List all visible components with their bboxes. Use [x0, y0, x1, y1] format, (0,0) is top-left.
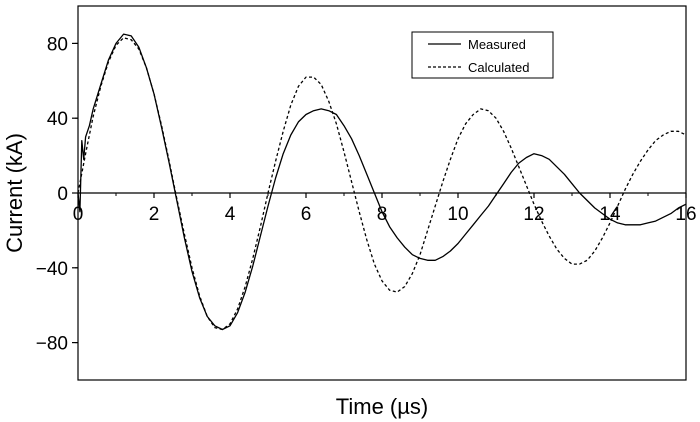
x-tick-label: 16 [675, 204, 696, 225]
legend-label-calculated: Calculated [468, 60, 529, 75]
y-tick-label: 40 [47, 109, 68, 130]
legend-box [411, 31, 554, 79]
x-tick-label: 6 [301, 204, 312, 225]
series-line-calculated [77, 37, 687, 331]
x-tick-label: 10 [447, 204, 468, 225]
x-axis-ticks: 0 2 4 6 8 10 12 14 16 [73, 193, 697, 225]
series-line-measured [77, 33, 687, 331]
legend: Measured Calculated [411, 31, 554, 79]
series-layer [77, 33, 687, 331]
y-tick-label: −80 [36, 334, 68, 355]
x-tick-label: 12 [523, 204, 544, 225]
legend-label-measured: Measured [468, 37, 526, 52]
x-axis-title: Time (µs) [336, 394, 429, 419]
y-tick-label: 0 [57, 184, 68, 205]
x-tick-label: 4 [225, 204, 236, 225]
x-tick-label: 0 [73, 204, 84, 225]
y-tick-label: 80 [47, 34, 68, 55]
y-axis-title: Current (kA) [2, 133, 27, 253]
y-axis-ticks: 80 40 0 −40 −80 [36, 34, 78, 355]
x-tick-label: 2 [149, 204, 160, 225]
x-tick-label: 8 [377, 204, 388, 225]
y-tick-label: −40 [36, 259, 68, 280]
